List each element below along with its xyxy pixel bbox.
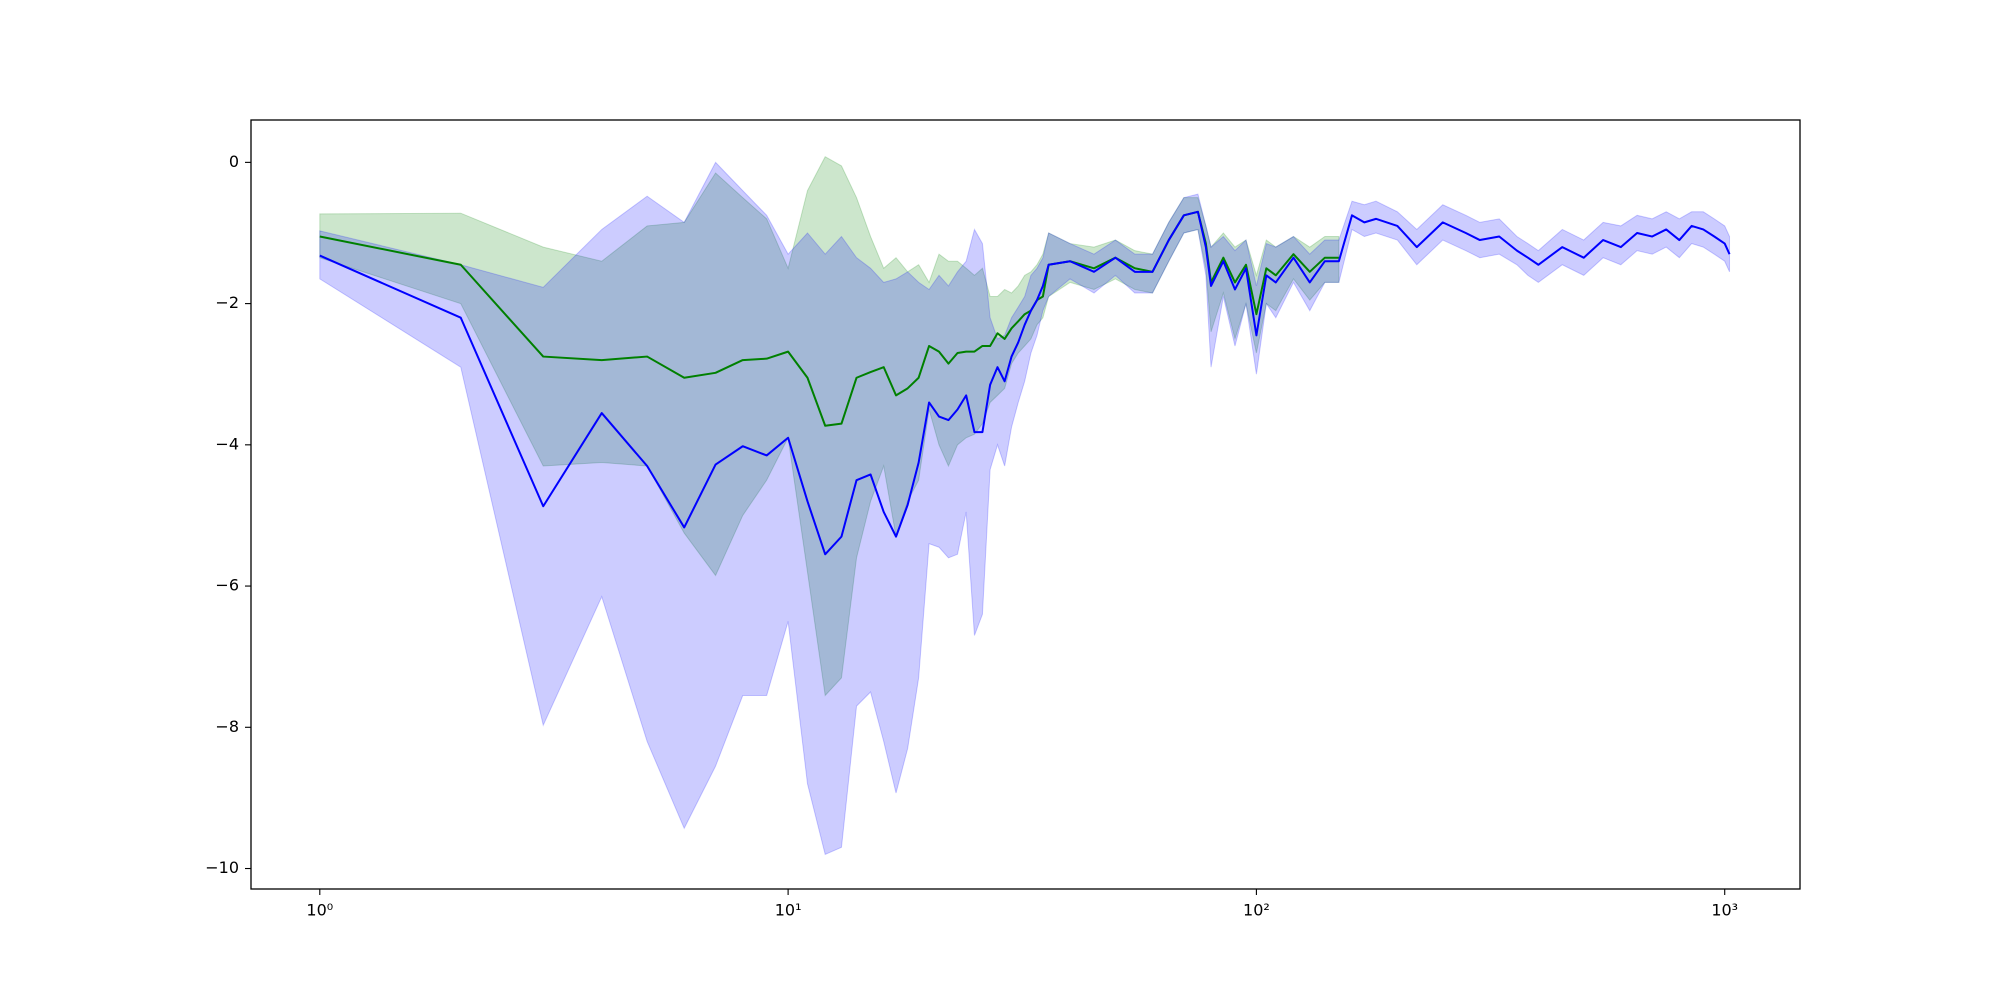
y-tick-label: −2	[215, 293, 239, 312]
y-tick-label: −6	[215, 576, 239, 595]
axes-frame	[250, 119, 1801, 890]
x-tick-label: 10¹	[775, 901, 802, 920]
y-tick-label: 0	[229, 152, 239, 171]
x-tick-label: 10³	[1711, 901, 1738, 920]
y-tick-label: −10	[205, 858, 239, 877]
x-tick-label: 10⁰	[306, 901, 333, 920]
confidence-band	[319, 161, 1731, 856]
line	[319, 210, 1339, 427]
y-tick-label: −8	[215, 717, 239, 736]
y-tick-label: −4	[215, 434, 239, 453]
line	[319, 210, 1731, 556]
x-tick-label: 10²	[1243, 901, 1270, 920]
